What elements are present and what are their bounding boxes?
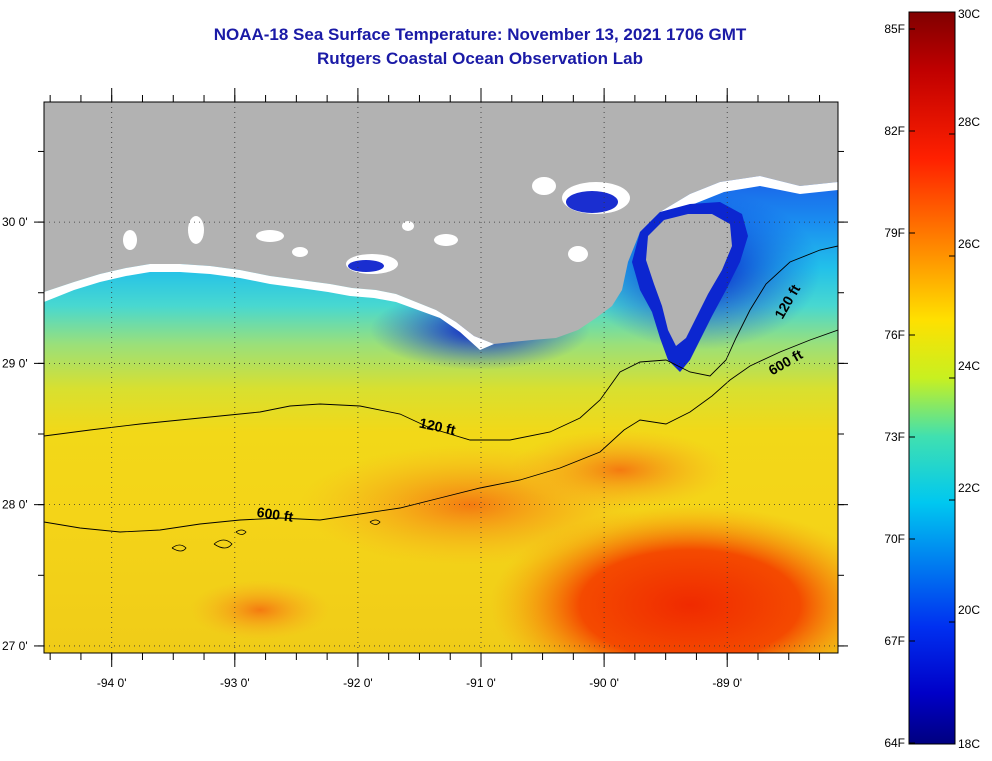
y-tick-label-1: 29 0' [2,356,28,370]
axis-ticks [34,88,848,667]
contour-120ft [44,245,838,441]
colorbar-fahrenheit-label-3: 76F [884,328,905,342]
x-tick-label-0: -94 0' [97,676,127,690]
plot-frame [43,101,839,654]
lake-cloud-3 [434,234,458,246]
map-subtitle: Rutgers Coastal Ocean Observation Lab [317,49,643,68]
contour-label-600ft-west: 600 ft [256,504,295,525]
lake-cloud-6 [402,221,414,231]
axis-labels: -94 0' -93 0' -92 0' -91 0' -90 0' -89 0' 30 0… [2,215,742,690]
lake-cloud-2 [188,216,204,244]
colorbar-fahrenheit-label-6: 67F [884,634,905,648]
colorbar-celsius-label-1: 28C [958,115,980,129]
colorbar-celsius-label-6: 18C [958,737,980,751]
y-tick-label-0: 30 0' [2,215,28,229]
x-tick-label-2: -92 0' [343,676,373,690]
colorbar [908,11,956,745]
colorbar-fahrenheit-label-7: 64F [884,736,905,750]
colorbar-fahrenheit-label-0: 85F [884,22,905,36]
contour-600ft [44,329,838,533]
colorbar-celsius-label-5: 20C [958,603,980,617]
colorbar-celsius-label-2: 26C [958,237,980,251]
colorbar-fahrenheit-label-4: 73F [884,430,905,444]
land-mass [44,102,838,344]
graticule [44,102,838,653]
x-tick-label-1: -93 0' [220,676,250,690]
warm-water-patch-east [510,430,730,510]
y-tick-label-2: 28 0' [2,498,28,512]
colorbar-fahrenheit-label-1: 82F [884,124,905,138]
colorbar-labels: 30C 28C 26C 24C 22C 20C 18C 85F 82F 79F 76F 73F 70F 6… [884,7,980,751]
colorbar-fahrenheit-label-2: 79F [884,226,905,240]
map-title: NOAA-18 Sea Surface Temperature: Novembe… [213,25,747,44]
lake-cloud-5 [292,247,308,257]
lake-cloud-1 [256,230,284,242]
contour-label-120ft-west: 120 ft [418,415,457,438]
lake-cloud-4 [568,246,588,262]
warm-water-patch-west [190,580,330,640]
y-tick-label-3: 27 0' [2,639,28,653]
colorbar-fahrenheit-label-5: 70F [884,532,905,546]
colorbar-celsius-label-0: 30C [958,7,980,21]
sabine-lake [123,230,137,250]
colorbar-celsius-label-3: 24C [958,359,980,373]
lake-pontchartrain [566,191,618,213]
delta-cloud-fringe [650,176,838,240]
colorbar-celsius-label-4: 22C [958,481,980,495]
mississippi-delta-land [646,214,732,346]
x-tick-label-5: -89 0' [712,676,742,690]
bay-water [348,260,384,272]
x-tick-label-4: -90 0' [589,676,619,690]
lake-maurepas [532,177,556,195]
coastal-cloud-fringe [44,264,494,350]
x-tick-label-3: -91 0' [466,676,496,690]
contour-600ft-islands [171,519,381,552]
